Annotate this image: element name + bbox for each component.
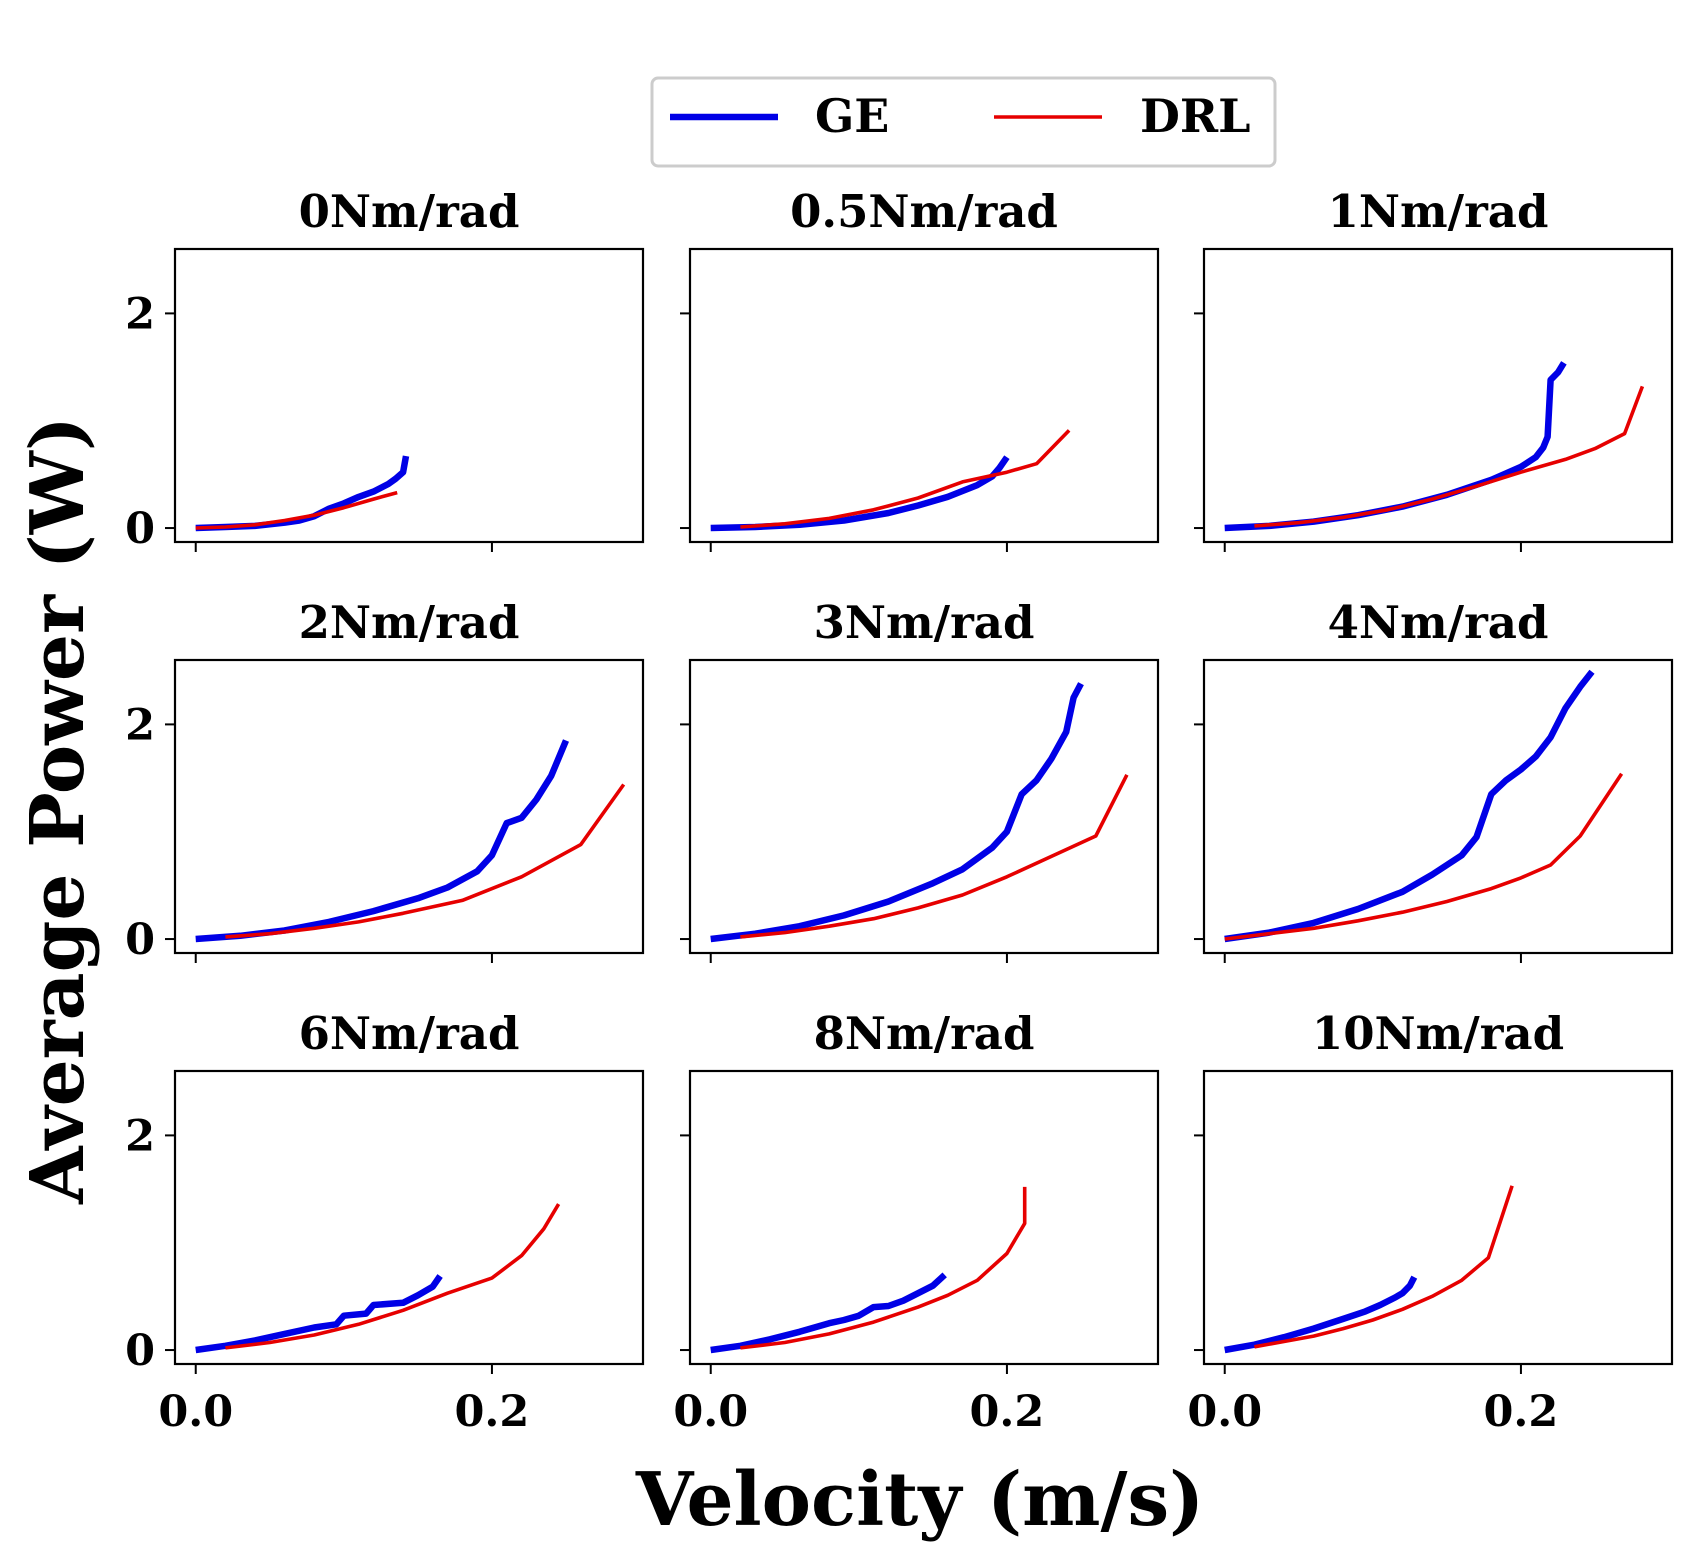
series-ge-line [710,682,1084,943]
series-drl-line [1254,1185,1514,1349]
series-ge-line [195,739,569,943]
x-tick-label: 0.0 [1187,1387,1262,1437]
subplot-4nm-rad: 4Nm/rad [1194,596,1674,963]
axes-frame [688,1069,1160,1366]
subplot-grid: 0Nm/rad 0 2 0.5Nm/rad 1Nm/rad 2Nm/rad 0 2 3Nm/ra… [125,185,1674,1437]
y-tick-label: 2 [125,289,155,339]
subplot-8nm-rad: 8Nm/rad 0.0 0.2 [673,1007,1160,1437]
subplot-1nm-rad: 1Nm/rad [1194,185,1674,552]
subplot-2nm-rad: 2Nm/rad 0 2 [125,596,645,965]
series-ge-line [1224,1275,1418,1354]
legend-ge-label: GE [815,89,889,143]
axes-frame [173,658,645,955]
subplot-title: 1Nm/rad [1328,185,1549,238]
series-drl-line [1224,772,1624,941]
subplot-title: 0.5Nm/rad [790,185,1058,238]
subplot-title: 6Nm/rad [299,1007,520,1060]
axes-frame [173,1069,645,1366]
x-tick-label: 0.0 [673,1387,748,1437]
subplot-0-5nm-rad: 0.5Nm/rad [680,185,1160,552]
axes-frame [1202,1069,1674,1366]
x-tick-label: 0.2 [455,1387,530,1437]
axes-frame [173,247,645,544]
series-ge-line [1224,669,1595,943]
x-tick-label: 0.2 [970,1387,1045,1437]
subplot-0nm-rad: 0Nm/rad 0 2 [125,185,645,554]
subplot-10nm-rad: 10Nm/rad 0.0 0.2 [1187,1007,1674,1437]
y-tick-label: 0 [125,1326,155,1376]
subplot-title: 8Nm/rad [814,1007,1035,1060]
subplot-title: 4Nm/rad [1328,596,1549,649]
y-axis-label: Average Power (W) [15,416,101,1205]
x-axis-label: Velocity (m/s) [635,1457,1204,1543]
series-drl-line [225,1203,561,1350]
y-tick-label: 0 [125,915,155,965]
series-drl-line [195,490,398,530]
y-tick-label: 2 [125,700,155,750]
x-tick-label: 0.2 [1484,1387,1559,1437]
subplot-title: 10Nm/rad [1312,1007,1564,1060]
series-drl-line [740,1186,1027,1350]
y-tick-label: 0 [125,504,155,554]
series-ge-line [195,1274,443,1354]
subplot-3nm-rad: 3Nm/rad [680,596,1160,963]
subplot-title: 2Nm/rad [299,596,520,649]
subplot-title: 3Nm/rad [814,596,1035,649]
series-drl-line [225,783,626,939]
series-ge-line [710,1272,947,1354]
subplot-6nm-rad: 6Nm/rad 0 2 0.0 0.2 [125,1007,645,1437]
legend-drl-label: DRL [1140,89,1250,143]
series-drl-line [1254,385,1645,528]
axes-frame [688,658,1160,955]
y-tick-label: 2 [125,1111,155,1161]
x-tick-label: 0.0 [158,1387,233,1437]
axes-frame [1202,658,1674,955]
series-drl-line [740,429,1071,529]
axes-frame [688,247,1160,544]
subplot-title: 0Nm/rad [299,185,520,238]
legend-box [650,76,1277,168]
axes-frame [1202,247,1674,544]
series-drl-line [740,773,1129,939]
legend: GE DRL [650,76,1277,168]
